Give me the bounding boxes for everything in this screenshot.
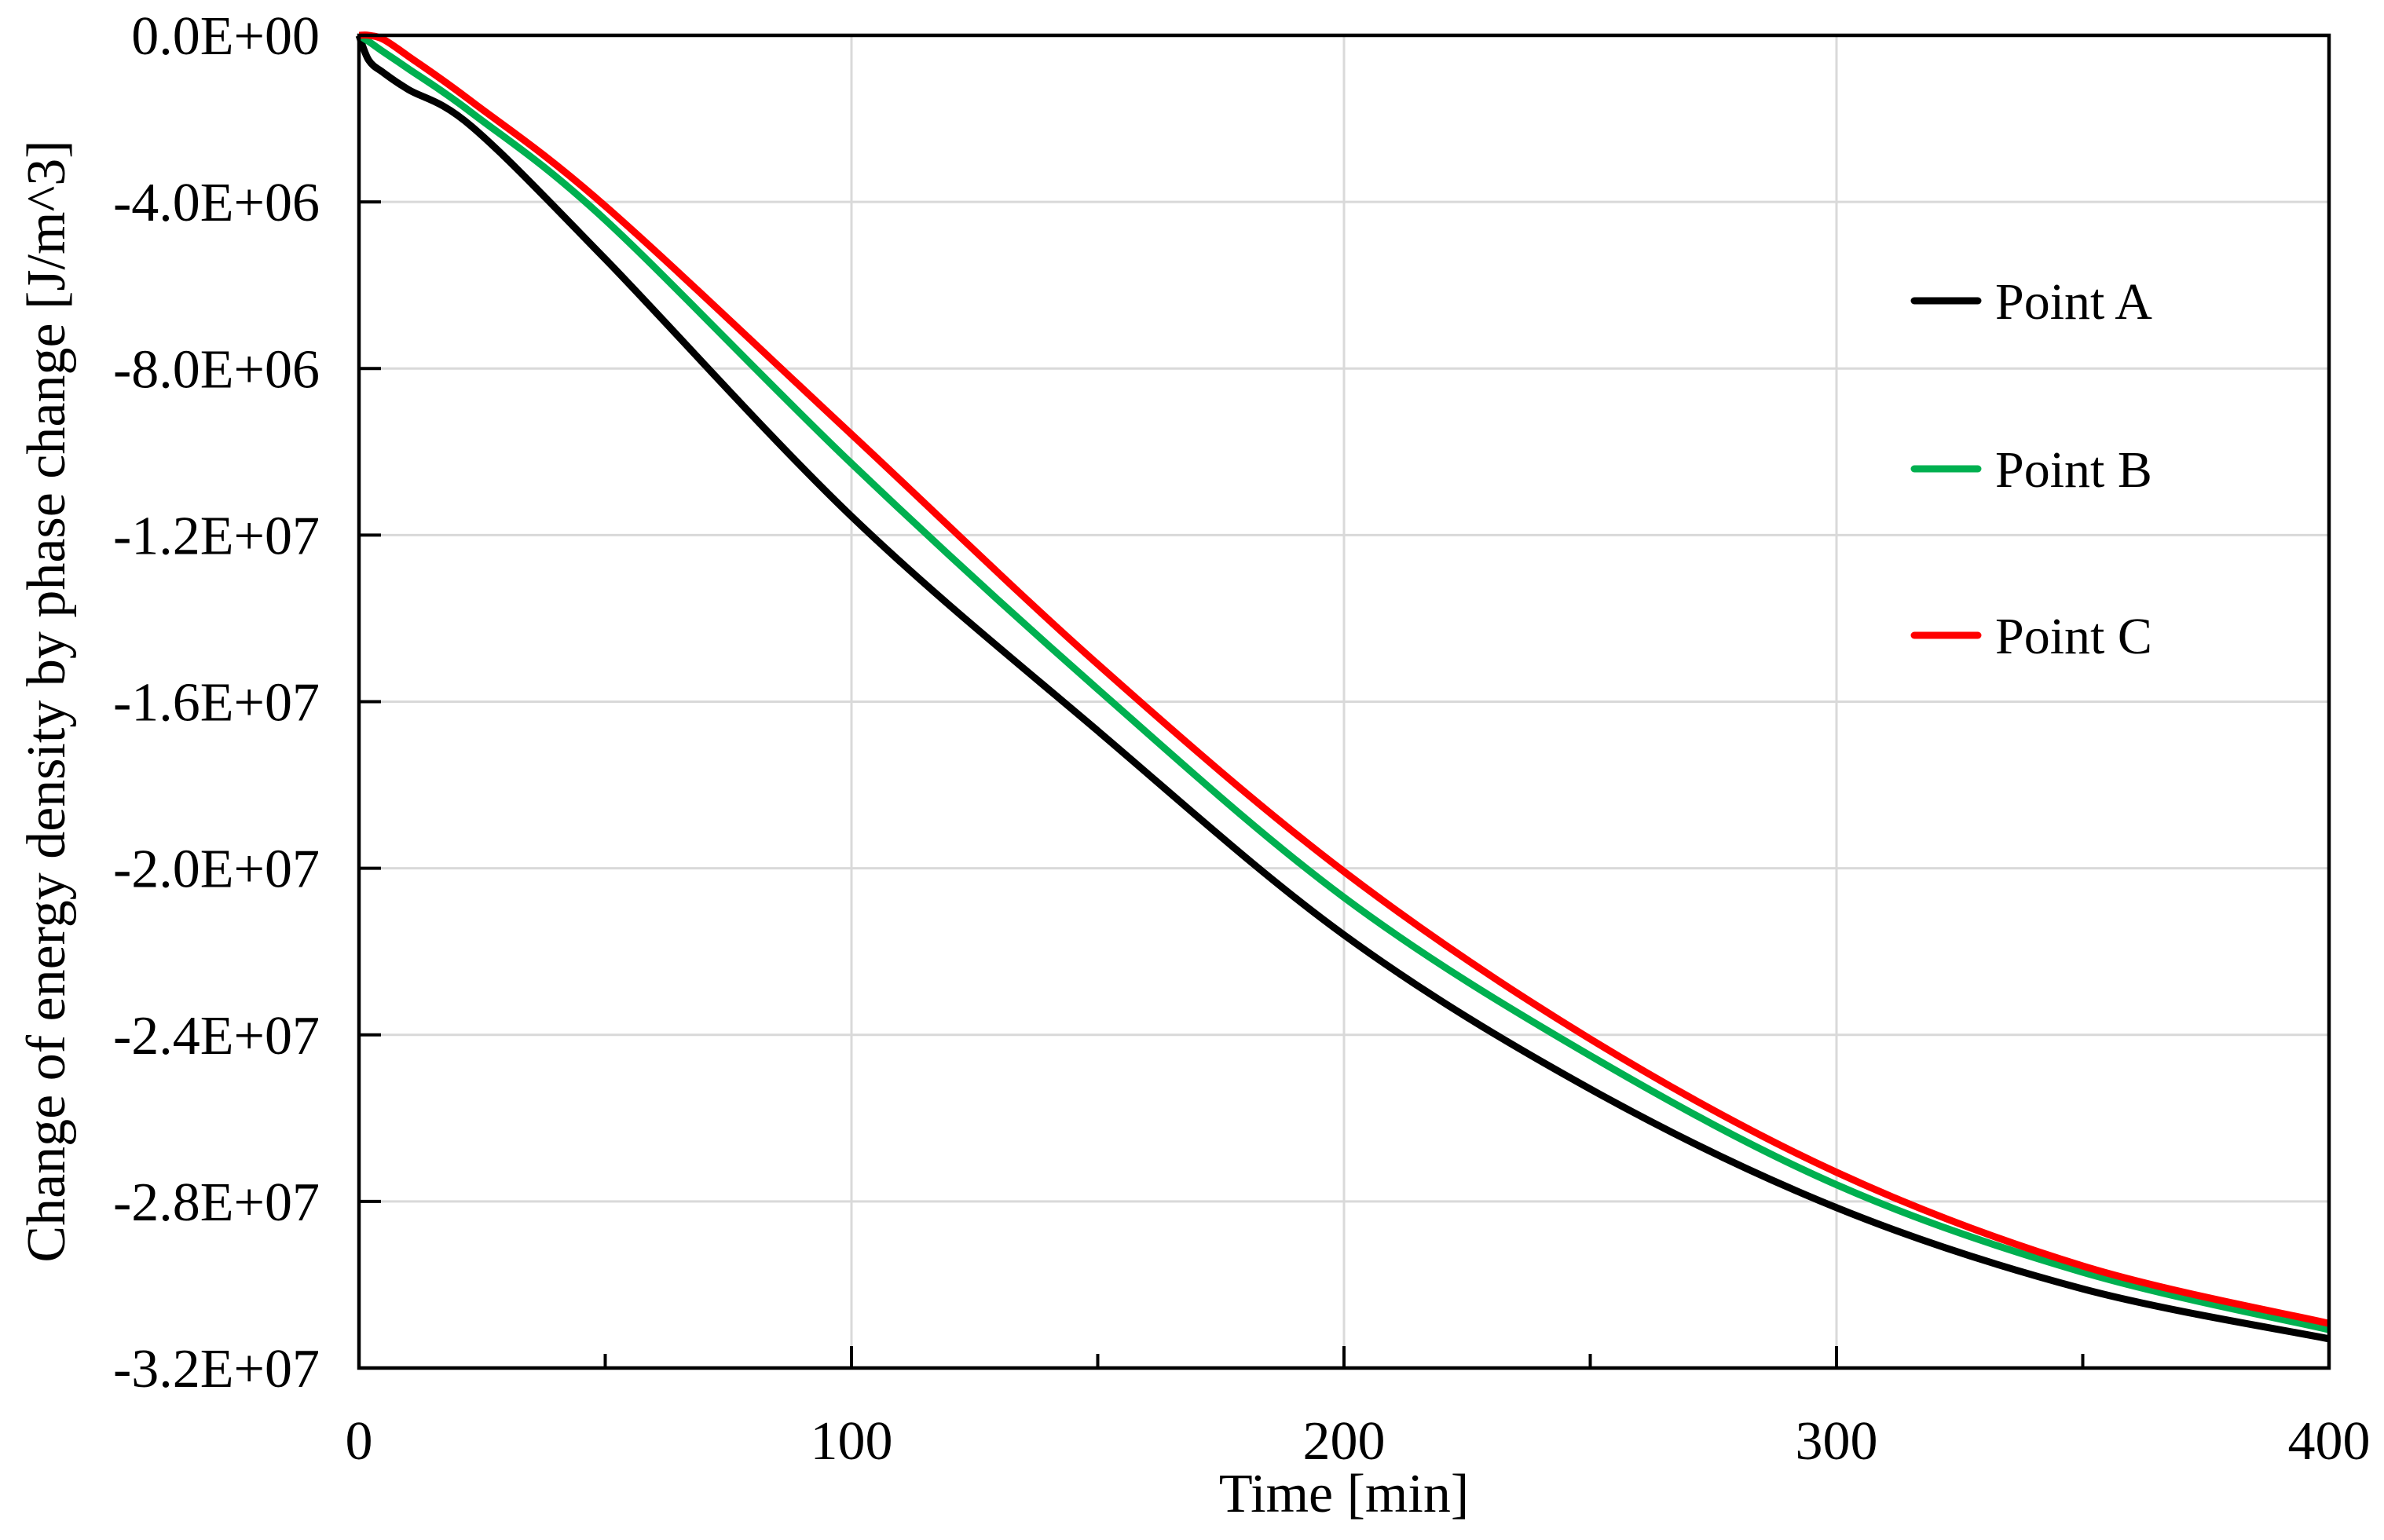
y-tick-label: -2.0E+07 <box>113 840 320 900</box>
y-tick-label: -8.0E+06 <box>113 339 320 400</box>
legend-label-point-a: Point A <box>1995 273 2152 331</box>
series-line-point-b <box>357 32 2331 1333</box>
legend-item-point-a[interactable]: Point A <box>1910 273 2152 331</box>
y-tick-label: -1.2E+07 <box>113 506 320 566</box>
y-tick-label: 0.0E+00 <box>131 6 320 67</box>
y-axis-tick-labels: 0.0E+00 -4.0E+06 -8.0E+06 -1.2E+07 -1.6E+07 -… <box>113 6 320 1399</box>
x-tick-label: 400 <box>2288 1411 2371 1472</box>
y-tick-label: -2.4E+07 <box>113 1006 320 1066</box>
y-tick-label: -3.2E+07 <box>113 1339 320 1399</box>
x-axis-tick-labels: 0 100 200 300 400 <box>346 1411 2371 1472</box>
x-tick-label: 300 <box>1796 1411 1878 1472</box>
x-axis-title: Time [min] <box>1219 1464 1469 1524</box>
gridlines <box>359 35 2329 1368</box>
y-axis-title: Change of energy density by phase change… <box>16 140 77 1262</box>
x-tick-label: 100 <box>811 1411 893 1472</box>
legend-label-point-c: Point C <box>1995 608 2152 665</box>
legend: Point A Point B Point C <box>1910 273 2152 665</box>
legend-item-point-b[interactable]: Point B <box>1910 441 2152 499</box>
y-tick-label: -1.6E+07 <box>113 673 320 733</box>
axes <box>357 33 2331 1370</box>
series-line-point-c <box>358 31 2331 1327</box>
y-tick-label: -4.0E+06 <box>113 173 320 233</box>
x-tick-label: 0 <box>346 1411 373 1472</box>
series-line-point-a <box>355 34 2330 1343</box>
x-tick-label: 200 <box>1303 1411 1386 1472</box>
y-tick-label: -2.8E+07 <box>113 1172 320 1233</box>
legend-item-point-c[interactable]: Point C <box>1910 608 2152 665</box>
legend-label-point-b: Point B <box>1995 441 2152 499</box>
data-series <box>355 31 2331 1343</box>
